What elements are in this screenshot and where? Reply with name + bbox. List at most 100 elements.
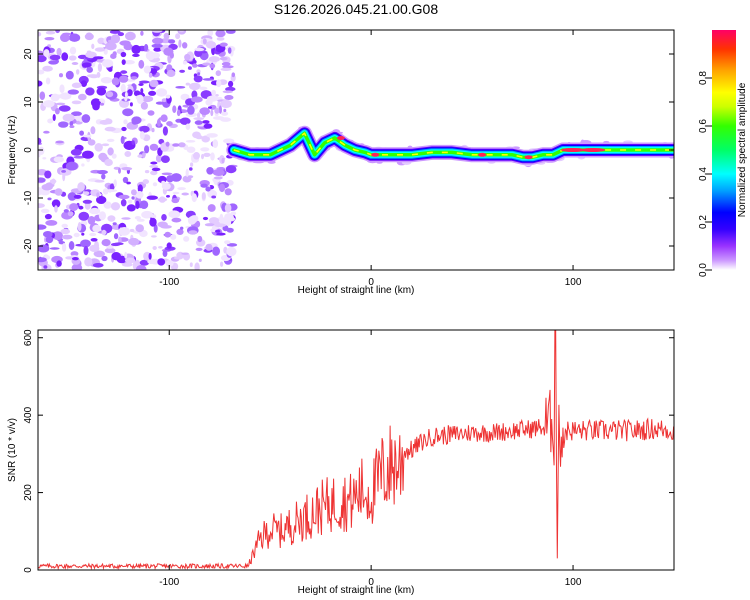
heatmap-noise-blob <box>123 119 128 125</box>
heatmap-noise-blob <box>38 80 43 87</box>
heatmap-noise-blob <box>187 66 192 70</box>
heatmap-noise-blob <box>212 139 219 149</box>
heatmap-y-tick-label: -20 <box>23 238 34 253</box>
heatmap-noise-blob <box>171 197 180 204</box>
heatmap-noise-blob <box>135 200 140 210</box>
heatmap-noise-blob <box>150 170 158 176</box>
heatmap-noise-blob <box>166 121 173 127</box>
heatmap-noise-blob <box>210 109 214 117</box>
heatmap-noise-blob <box>112 51 117 57</box>
heatmap-noise-blob <box>225 30 236 34</box>
heatmap-noise-blob <box>44 213 52 220</box>
heatmap-noise-blob <box>191 193 197 203</box>
heatmap-noise-blob <box>68 241 75 250</box>
heatmap-noise-blob <box>62 113 75 122</box>
heatmap-noise-blob <box>138 83 144 86</box>
heatmap-noise-blob <box>71 82 82 89</box>
heatmap-noise-blob <box>210 152 215 161</box>
heatmap-noise-blob <box>52 114 56 121</box>
heatmap-noise-blob <box>171 217 182 223</box>
heatmap-noise-blob <box>202 38 207 45</box>
heatmap-noise-blob <box>175 33 181 40</box>
colorbar-label: Normalized spectral amplitude <box>737 82 748 217</box>
heatmap-noise-blob <box>107 147 114 156</box>
heatmap-noise-blob <box>222 90 233 94</box>
heatmap-noise-blob <box>49 247 60 250</box>
heatmap-noise-blob <box>219 56 228 61</box>
heatmap-noise-blob <box>65 161 78 171</box>
heatmap-noise-blob <box>82 150 94 159</box>
heatmap-noise-blob <box>194 262 200 270</box>
snr-y-tick-label: 600 <box>23 329 34 346</box>
heatmap-noise-blob <box>56 47 62 57</box>
heatmap-noise-blob <box>180 93 190 101</box>
heatmap-noise-blob <box>202 216 209 221</box>
heatmap-noise-blob <box>84 33 94 41</box>
heatmap-noise-blob <box>45 220 58 226</box>
snr-frame <box>37 329 675 571</box>
heatmap-noise-blob <box>155 154 162 163</box>
heatmap-noise-blob <box>160 155 170 163</box>
heatmap-noise-blob <box>118 167 121 174</box>
heatmap-hotspot <box>478 152 487 157</box>
heatmap-x-tick-label: 100 <box>565 277 582 288</box>
heatmap-noise-blob <box>84 257 93 267</box>
heatmap-noise-blob <box>221 111 229 116</box>
heatmap-noise-blob <box>106 91 114 98</box>
heatmap-noise-blob <box>203 123 213 129</box>
heatmap-noise-blob <box>101 143 110 147</box>
heatmap-noise-blob <box>106 138 115 142</box>
heatmap-noise-blob <box>214 107 220 114</box>
heatmap-noise-blob <box>110 34 121 44</box>
heatmap-noise-blob <box>67 211 74 217</box>
heatmap-noise-blob <box>156 118 161 127</box>
snr-x-tick-label: 0 <box>368 577 374 588</box>
heatmap-noise-blob <box>202 120 210 124</box>
snr-y-tick-label: 200 <box>23 484 34 501</box>
heatmap-noise-blob <box>108 67 113 72</box>
heatmap-noise-blob <box>87 216 96 225</box>
heatmap-noise-blob <box>181 252 189 255</box>
heatmap-noise-blob <box>101 239 111 247</box>
heatmap-noise-blob <box>124 91 128 98</box>
heatmap-noise-blob <box>38 146 45 155</box>
heatmap-noise-blob <box>54 205 58 213</box>
heatmap-noise-blob <box>118 75 129 83</box>
heatmap-noise-blob <box>149 143 159 151</box>
heatmap-noise-blob <box>190 162 194 167</box>
heatmap-noise-blob <box>151 43 163 49</box>
chart-title: S126.2026.045.21.00.G08 <box>274 1 438 17</box>
heatmap-noise-blob <box>149 164 159 168</box>
heatmap-noise-blob <box>161 98 168 103</box>
heatmap-noise-blob <box>53 156 64 163</box>
heatmap-noise-blob <box>44 170 52 179</box>
heatmap-noise-blob <box>98 152 108 161</box>
heatmap-noise-blob <box>38 55 47 63</box>
heatmap-noise-blob <box>94 143 103 152</box>
heatmap-noise-blob <box>65 70 74 80</box>
heatmap-noise-blob <box>55 140 64 144</box>
heatmap-noise-blob <box>89 244 100 252</box>
heatmap-hotspot <box>336 136 345 140</box>
heatmap-noise-blob <box>181 192 189 196</box>
heatmap-noise-blob <box>223 138 235 144</box>
heatmap-noise-blob <box>144 44 149 52</box>
heatmap-noise-blob <box>231 72 236 78</box>
heatmap-noise-blob <box>68 55 77 61</box>
heatmap-noise-blob <box>208 106 212 109</box>
heatmap-noise-blob <box>162 126 168 136</box>
heatmap-noise-blob <box>127 199 133 204</box>
heatmap-noise-blob <box>42 157 47 160</box>
heatmap-noise-blob <box>136 218 145 222</box>
heatmap-noise-blob <box>179 69 186 73</box>
heatmap-noise-blob <box>151 167 161 172</box>
heatmap-noise-blob <box>197 72 201 76</box>
heatmap-noise-blob <box>113 179 117 188</box>
heatmap-noise-blob <box>226 246 237 257</box>
heatmap-noise-blob <box>131 140 135 146</box>
heatmap-x-axis: -100 0 100 <box>159 30 582 288</box>
snr-y-tick-label: 0 <box>23 567 34 573</box>
heatmap-noise-blob <box>131 44 141 54</box>
heatmap-noise-blob <box>97 63 102 72</box>
heatmap-y-label: Frequency (Hz) <box>7 116 18 185</box>
